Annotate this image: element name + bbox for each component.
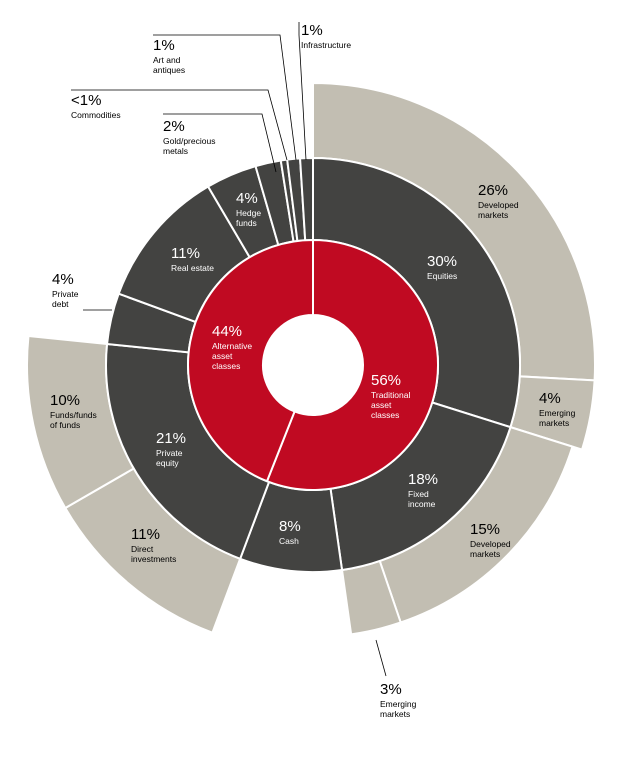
name-label-eq-emerging: markets <box>539 418 569 428</box>
value-label-commodities: <1% <box>71 92 101 109</box>
label-equities: 30%Equities <box>427 253 457 281</box>
name-label-private-equity: equity <box>156 458 179 468</box>
name-label-equities: Equities <box>427 271 457 281</box>
name-label-eq-emerging: Emerging <box>539 408 576 418</box>
label-real-estate: 11%Real estate <box>171 245 214 273</box>
name-label-pe-funds: of funds <box>50 420 80 430</box>
value-label-private-equity: 21% <box>156 430 186 447</box>
name-label-art-and-antiques: Art and <box>153 55 181 65</box>
value-label-private-debt: 4% <box>52 271 74 288</box>
value-label-fixed-income: 18% <box>408 471 438 488</box>
name-label-fixed-income: income <box>408 499 436 509</box>
name-label-pe-direct: Direct <box>131 544 154 554</box>
value-label-pe-funds: 10% <box>50 392 80 409</box>
value-label-alternative: 44% <box>212 323 242 340</box>
value-label-gold-precious-metals: 2% <box>163 118 185 135</box>
name-label-cash: Cash <box>279 536 299 546</box>
label-commodities: <1%Commodities <box>71 92 121 120</box>
chart-labels: 56%Traditionalassetclasses44%Alternative… <box>50 22 576 719</box>
name-label-traditional: classes <box>371 410 399 420</box>
name-label-gold-precious-metals: metals <box>163 146 188 156</box>
name-label-pe-direct: investments <box>131 554 176 564</box>
name-label-private-debt: debt <box>52 299 69 309</box>
name-label-traditional: asset <box>371 400 392 410</box>
name-label-private-equity: Private <box>156 448 183 458</box>
name-label-eq-developed: Developed <box>478 200 519 210</box>
name-label-alternative: asset <box>212 351 233 361</box>
name-label-hedge-funds: funds <box>236 218 257 228</box>
leader-line-art-and-antiques <box>153 34 297 161</box>
inner-ring <box>187 238 439 491</box>
name-label-fixed-income: Fixed <box>408 489 429 499</box>
name-label-real-estate: Real estate <box>171 263 214 273</box>
center-hole <box>263 315 363 415</box>
leader-line-commodities <box>71 89 288 161</box>
value-label-art-and-antiques: 1% <box>153 37 175 54</box>
value-label-eq-developed: 26% <box>478 182 508 199</box>
value-label-hedge-funds: 4% <box>236 190 258 207</box>
leader-lines <box>71 22 387 677</box>
name-label-hedge-funds: Hedge <box>236 208 261 218</box>
value-label-fi-emerging: 3% <box>380 681 402 698</box>
name-label-fi-developed: Developed <box>470 539 511 549</box>
value-label-real-estate: 11% <box>171 245 200 262</box>
name-label-alternative: Alternative <box>212 341 252 351</box>
name-label-alternative: classes <box>212 361 240 371</box>
name-label-art-and-antiques: antiques <box>153 65 185 75</box>
name-label-fi-emerging: markets <box>380 709 410 719</box>
name-label-gold-precious-metals: Gold/precious <box>163 136 215 146</box>
leader-line-fi-emerging <box>375 639 387 677</box>
name-label-fi-emerging: Emerging <box>380 699 417 709</box>
name-label-infrastructure: Infrastructure <box>301 40 351 50</box>
value-label-cash: 8% <box>279 518 301 535</box>
value-label-eq-emerging: 4% <box>539 390 561 407</box>
value-label-pe-direct: 11% <box>131 526 160 543</box>
middle-ring <box>105 156 521 573</box>
name-label-fi-developed: markets <box>470 549 500 559</box>
value-label-traditional: 56% <box>371 372 401 389</box>
value-label-equities: 30% <box>427 253 457 270</box>
name-label-private-debt: Private <box>52 289 79 299</box>
leader-line-gold-precious-metals <box>163 113 277 173</box>
name-label-commodities: Commodities <box>71 110 121 120</box>
leader-line-infrastructure <box>298 22 307 161</box>
value-label-fi-developed: 15% <box>470 521 500 538</box>
label-cash: 8%Cash <box>279 518 301 546</box>
name-label-traditional: Traditional <box>371 390 410 400</box>
name-label-pe-funds: Funds/funds <box>50 410 97 420</box>
name-label-eq-developed: markets <box>478 210 508 220</box>
value-label-infrastructure: 1% <box>301 22 323 39</box>
outer-ring <box>26 81 596 636</box>
label-infrastructure: 1%Infrastructure <box>301 22 351 50</box>
